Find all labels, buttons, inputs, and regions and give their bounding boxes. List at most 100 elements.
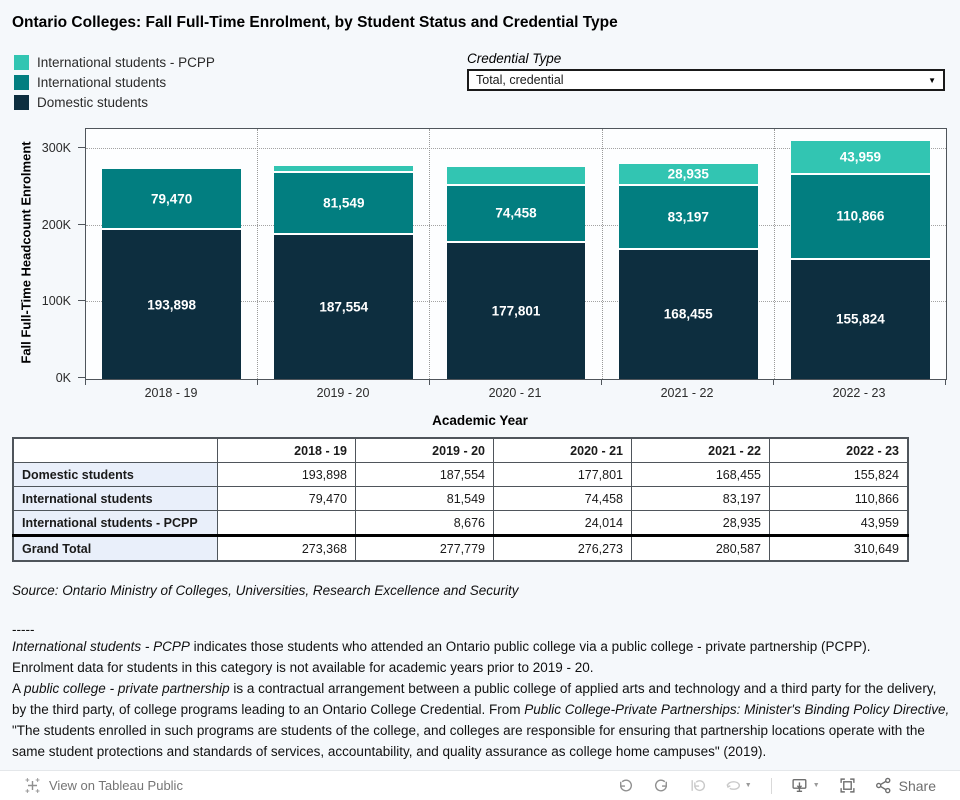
bar-segment[interactable]: [446, 167, 586, 186]
filter-label: Credential Type: [467, 51, 562, 66]
x-tick-mark: [429, 379, 430, 385]
bar-segment[interactable]: 177,801: [446, 242, 586, 379]
fullscreen-icon[interactable]: [839, 777, 856, 794]
toolbar-actions: ▼ ▼ Share: [617, 777, 936, 794]
chart-pane-2019-20: 187,554 81,549: [257, 129, 429, 379]
x-axis-label: 2018 - 19: [144, 386, 198, 400]
source-note: Source: Ontario Ministry of Colleges, Un…: [12, 583, 519, 598]
y-axis: 0K 100K 200K 300K: [0, 128, 85, 385]
y-tick-label: 200K: [41, 217, 71, 232]
view-on-tableau-public-label: View on Tableau Public: [49, 778, 183, 793]
refresh-icon[interactable]: ▼: [725, 777, 752, 794]
value-cell[interactable]: 310,649: [769, 534, 909, 562]
stacked-bar: 168,455 83,197 28,935: [618, 163, 758, 379]
bar-segment[interactable]: 155,824: [791, 259, 930, 379]
value-cell[interactable]: 280,587: [631, 534, 770, 562]
legend-label: International students: [37, 74, 167, 90]
x-tick-mark: [601, 379, 602, 385]
stacked-bar: 193,898 79,470: [102, 169, 241, 379]
notes-divider: -----: [12, 622, 35, 637]
legend-item[interactable]: Domestic students: [14, 92, 215, 112]
bar-segment[interactable]: [274, 166, 414, 173]
dropdown-value: Total, credential: [476, 73, 564, 87]
row-label-cell[interactable]: Grand Total: [12, 534, 218, 562]
download-device-icon[interactable]: ▼: [791, 777, 820, 794]
x-axis-labels: 2018 - 19 2019 - 20 2020 - 21 2021 - 22 2022…: [85, 386, 945, 400]
bar-segment[interactable]: 193,898: [102, 230, 241, 379]
bar-segment[interactable]: 81,549: [274, 172, 414, 236]
bar-segment[interactable]: 187,554: [274, 235, 414, 379]
table-row: Grand Total 273,368 277,779 276,273 280,587 3…: [12, 534, 909, 562]
replay-icon[interactable]: [689, 777, 706, 794]
legend-item[interactable]: International students - PCPP: [14, 52, 215, 72]
value-cell[interactable]: 155,824: [769, 462, 909, 487]
row-label-cell[interactable]: International students: [12, 486, 218, 511]
stacked-bar: 187,554 81,549: [274, 166, 414, 379]
bar-value-label: 81,549: [323, 195, 365, 211]
row-label-cell[interactable]: Domestic students: [12, 462, 218, 487]
table-row: Domestic students 193,898 187,554 177,801 16…: [12, 462, 909, 487]
value-cell[interactable]: 81,549: [355, 486, 494, 511]
table-row: International students - PCPP 8,676 24,014…: [12, 510, 909, 536]
x-axis-label: 2019 - 20: [316, 386, 370, 400]
x-tick-mark: [257, 379, 258, 385]
value-cell[interactable]: 24,014: [493, 510, 632, 536]
bar-segment[interactable]: 110,866: [791, 174, 930, 260]
legend-item[interactable]: International students: [14, 72, 215, 92]
bar-segment[interactable]: 74,458: [446, 185, 586, 243]
y-tick-label: 100K: [41, 294, 71, 309]
value-cell[interactable]: 8,676: [355, 510, 494, 536]
value-cell[interactable]: 74,458: [493, 486, 632, 511]
y-tick-mark: [78, 300, 85, 302]
bar-segment[interactable]: 79,470: [102, 169, 241, 231]
bar-value-label: 155,824: [836, 311, 885, 327]
value-cell[interactable]: 193,898: [217, 462, 356, 487]
bar-value-label: 28,935: [667, 166, 709, 182]
bar-segment[interactable]: 28,935: [618, 163, 758, 187]
share-icon: [875, 777, 891, 794]
bar-value-label: 110,866: [836, 208, 885, 224]
undo-icon[interactable]: [617, 777, 634, 794]
table-row: International students 79,470 81,549 74,458…: [12, 486, 909, 511]
bar-value-label: 177,801: [491, 303, 541, 319]
chart-pane-2020-21: 177,801 74,458: [429, 129, 601, 379]
bar-value-label: 43,959: [839, 149, 882, 165]
value-cell[interactable]: [217, 510, 356, 536]
bar-segment[interactable]: 83,197: [618, 186, 758, 250]
color-legend: International students - PCPP Internation…: [14, 52, 215, 112]
credential-type-dropdown[interactable]: Total, credential ▼: [467, 69, 945, 91]
x-tick-mark: [945, 379, 946, 385]
y-tick-label: 300K: [41, 140, 71, 155]
bar-value-label: 193,898: [147, 297, 196, 313]
table-header-cell: 2018 - 19: [217, 437, 356, 463]
value-cell[interactable]: 79,470: [217, 486, 356, 511]
value-cell[interactable]: 168,455: [631, 462, 770, 487]
view-on-tableau-public-link[interactable]: View on Tableau Public: [24, 777, 183, 794]
value-cell[interactable]: 110,866: [769, 486, 909, 511]
footnote-text: indicates those students who attended an…: [189, 639, 871, 654]
bar-segment[interactable]: 43,959: [791, 140, 930, 175]
bar-segment[interactable]: 168,455: [618, 249, 758, 379]
value-cell[interactable]: 187,554: [355, 462, 494, 487]
x-tick-mark: [85, 379, 86, 385]
redo-icon[interactable]: [653, 777, 670, 794]
row-label-cell[interactable]: International students - PCPP: [12, 510, 218, 536]
value-cell[interactable]: 43,959: [769, 510, 909, 536]
bar-value-label: 79,470: [150, 191, 193, 207]
footnote-text: public college - private partnership: [24, 681, 230, 696]
value-cell[interactable]: 83,197: [631, 486, 770, 511]
x-tick-mark: [773, 379, 774, 385]
share-button[interactable]: Share: [875, 777, 936, 794]
legend-swatch-icon: [14, 54, 29, 70]
gridline: [86, 147, 946, 149]
value-cell[interactable]: 28,935: [631, 510, 770, 536]
value-cell[interactable]: 276,273: [493, 534, 632, 562]
chart-pane-2022-23: 155,824 110,866 43,959: [773, 129, 946, 379]
value-cell[interactable]: 177,801: [493, 462, 632, 487]
summary-table: 2018 - 19 2019 - 20 2020 - 21 2021 - 22 2022…: [12, 437, 909, 562]
chart-plot-area: 193,898 79,470 187,554 81,549 177,801 74,458 1…: [85, 128, 947, 380]
value-cell[interactable]: 273,368: [217, 534, 356, 562]
table-header-cell: 2019 - 20: [355, 437, 494, 463]
value-cell[interactable]: 277,779: [355, 534, 494, 562]
